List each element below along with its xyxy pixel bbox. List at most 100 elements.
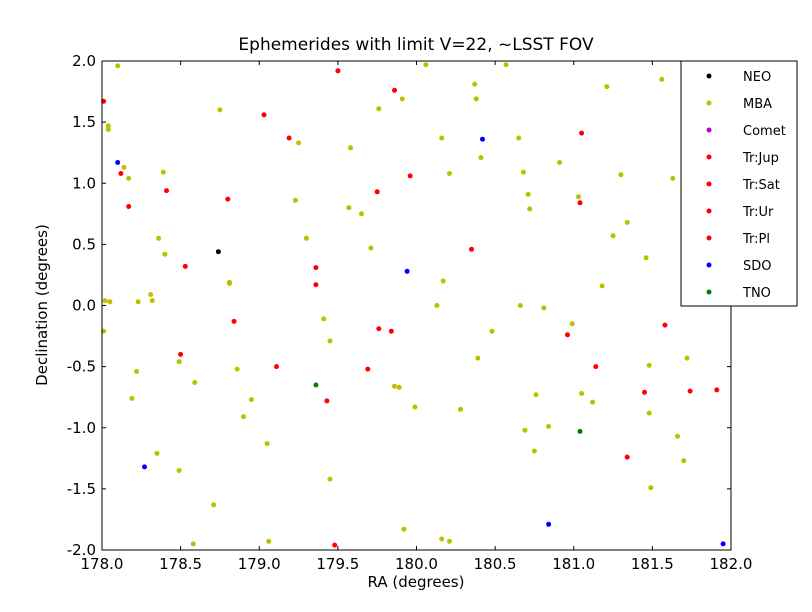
point-tno-0 (313, 382, 319, 388)
x-tick-label: 180.5 (474, 555, 517, 573)
point-mba-78 (618, 172, 624, 178)
y-tick-label: -2.0 (67, 541, 96, 559)
y-tick-label: -1.0 (67, 419, 96, 437)
point-tr-jup-25 (565, 332, 570, 338)
point-tr-jup-6 (225, 196, 231, 202)
point-mba-18 (176, 468, 182, 473)
x-tick-label: 178.5 (159, 555, 202, 573)
point-tr-jup-4 (182, 263, 188, 269)
legend-box (680, 60, 798, 307)
legend-label-tr-jup: Tr:Jup (742, 151, 779, 166)
legend-marker-neo (706, 73, 712, 79)
point-sdo-5 (720, 541, 726, 547)
point-mba-1 (105, 123, 111, 129)
point-tr-jup-14 (335, 68, 341, 74)
point-tr-jup-26 (593, 364, 599, 370)
y-tick-label: 0.0 (72, 297, 96, 315)
x-tick-label: 179.5 (316, 555, 359, 573)
point-mba-42 (392, 383, 397, 389)
point-mba-73 (579, 391, 585, 396)
y-axis-ticks: 2.0 1.5 1.0 0.5 0.0 -0.5 -1.0 -1.5 -2.0 (67, 52, 731, 559)
legend-label-comet: Comet (743, 124, 786, 139)
legend-marker-tr-jup (706, 154, 712, 160)
point-mba-32 (303, 235, 309, 241)
point-mba-44 (412, 404, 418, 410)
y-tick-label: 1.5 (72, 113, 96, 131)
point-mba-56 (478, 155, 484, 161)
point-mba-20 (217, 107, 223, 113)
point-tr-jup-22 (469, 246, 474, 252)
point-mba-4 (126, 175, 132, 181)
point-tr-jup-18 (388, 328, 394, 334)
point-sdo-0 (115, 160, 121, 165)
point-mba-9 (148, 292, 154, 297)
legend-label-tr-ur: Tr:Ur (742, 205, 774, 220)
point-mba-86 (684, 355, 690, 361)
y-tick-label: -0.5 (67, 358, 96, 376)
point-mba-63 (527, 206, 533, 212)
point-mba-74 (590, 399, 596, 405)
x-tick-label: 181.0 (552, 555, 595, 573)
point-mba-2 (105, 127, 111, 132)
legend-marker-sdo (706, 262, 712, 268)
point-mba-47 (439, 135, 445, 141)
point-tr-jup-21 (407, 173, 413, 179)
legend-marker-mba (706, 100, 712, 106)
point-mba-33 (321, 316, 327, 322)
point-tr-jup-3 (164, 188, 169, 194)
point-tr-jup-1 (118, 171, 124, 176)
point-mba-37 (346, 205, 352, 211)
point-mba-39 (368, 245, 374, 251)
point-mba-75 (604, 84, 610, 90)
point-mba-13 (160, 169, 166, 175)
point-mba-79 (624, 219, 630, 225)
point-mba-64 (517, 303, 523, 308)
data-points (101, 62, 726, 548)
point-sdo-4 (546, 521, 552, 527)
point-tr-jup-31 (714, 387, 720, 393)
point-mba-17 (154, 450, 160, 456)
point-mba-26 (211, 502, 217, 508)
point-mba-77 (599, 283, 605, 289)
point-mba-41 (399, 96, 405, 102)
y-tick-label: 2.0 (72, 52, 96, 70)
point-tr-jup-19 (365, 366, 371, 372)
x-axis-label: RA (degrees) (368, 573, 465, 591)
point-mba-48 (447, 171, 452, 176)
point-tno-1 (577, 428, 583, 434)
legend-marker-tno (706, 289, 712, 295)
point-mba-58 (489, 328, 495, 334)
point-mba-53 (447, 538, 452, 544)
point-mba-8 (135, 299, 141, 305)
point-mba-84 (659, 76, 665, 82)
point-mba-23 (234, 366, 240, 372)
point-tr-jup-15 (332, 542, 338, 548)
point-mba-52 (439, 536, 445, 542)
point-mba-29 (266, 538, 272, 544)
point-mba-54 (472, 81, 478, 87)
point-tr-jup-7 (231, 318, 237, 324)
y-tick-label: -1.5 (67, 480, 96, 498)
legend-label-tr-sat: Tr:Sat (742, 178, 780, 193)
legend-label-tno: TNO (742, 286, 771, 301)
point-mba-10 (149, 298, 155, 304)
point-mba-30 (292, 197, 298, 203)
chart-title: Ephemerides with limit V=22, ~LSST FOV (238, 35, 594, 55)
point-tr-jup-16 (374, 189, 380, 195)
point-tr-jup-2 (126, 204, 132, 209)
point-mba-28 (264, 441, 270, 447)
point-tr-jup-11 (313, 265, 319, 271)
point-mba-5 (102, 298, 108, 304)
point-mba-85 (670, 175, 676, 181)
x-tick-label: 182.0 (710, 555, 753, 573)
point-mba-65 (522, 427, 528, 433)
legend-label-mba: MBA (743, 97, 772, 112)
point-tr-jup-24 (577, 200, 583, 206)
point-mba-88 (675, 433, 680, 439)
point-tr-jup-5 (178, 351, 184, 357)
point-mba-51 (458, 406, 463, 412)
point-tr-jup-30 (687, 388, 693, 394)
point-mba-27 (190, 541, 196, 547)
point-mba-50 (434, 303, 440, 308)
